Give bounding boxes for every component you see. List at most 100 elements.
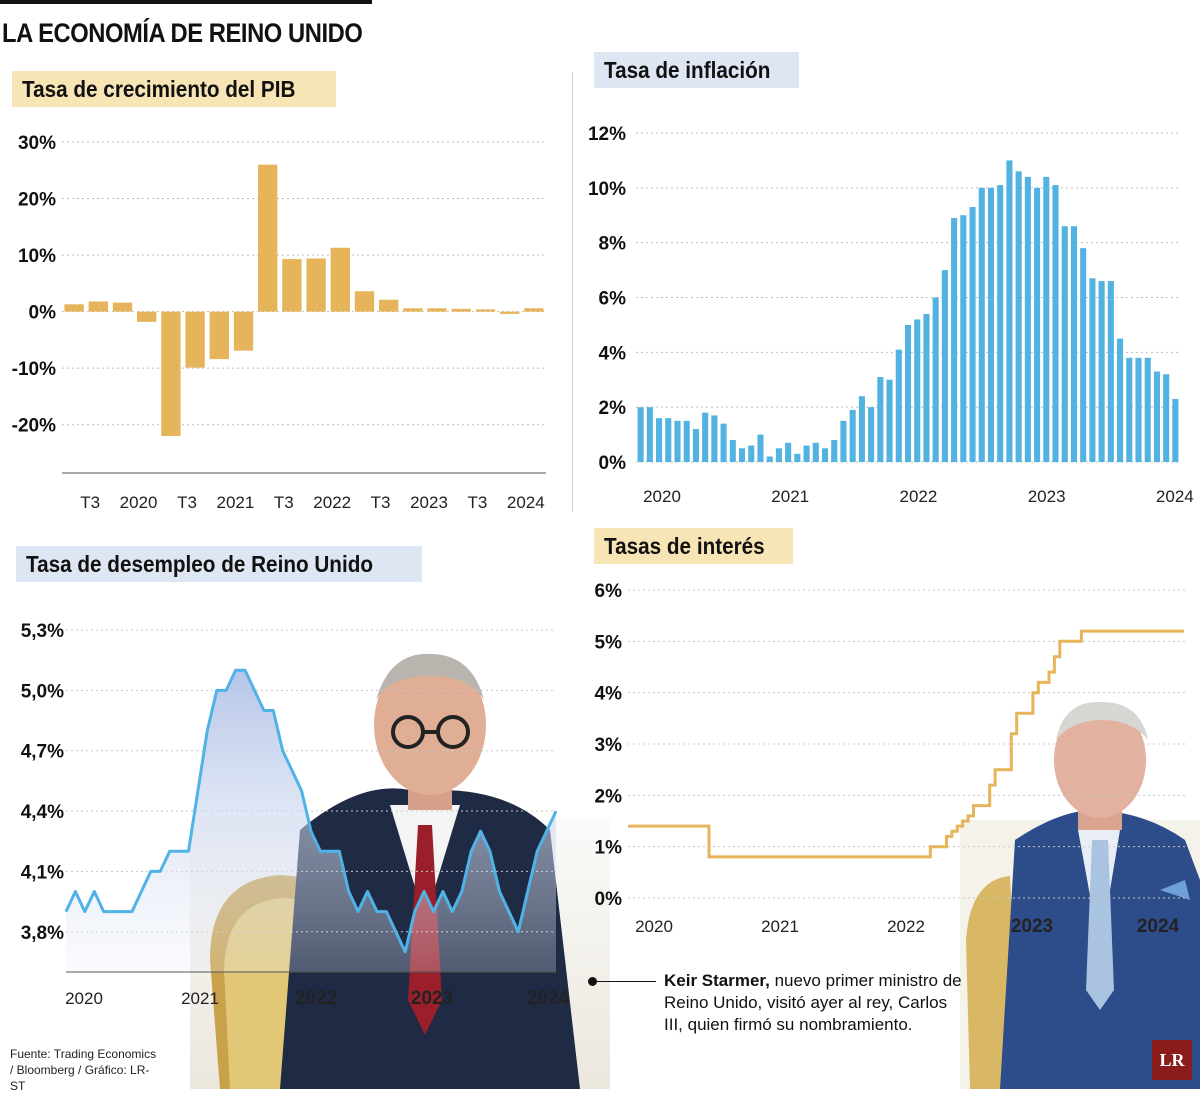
- inflacion-bar: [720, 423, 727, 462]
- desempleo-xtick: 2020: [65, 989, 103, 1008]
- pib-bar: [88, 301, 108, 312]
- inflacion-bar: [812, 442, 819, 462]
- inflacion-bar: [1052, 185, 1059, 462]
- inflacion-bar: [656, 418, 663, 462]
- desempleo-xtick: 2021: [181, 989, 219, 1008]
- pib-bar: [451, 308, 471, 312]
- inflacion-bar: [775, 448, 782, 462]
- desempleo-ytick: 4,7%: [21, 742, 64, 763]
- desempleo-chart: 5,3% 5,0% 4,7% 4,4% 4,1% 3,8% 2020 2021 2022 2023…: [21, 621, 570, 1009]
- inflacion-bar: [794, 453, 801, 462]
- pib-bar: [233, 311, 254, 351]
- inflacion-bar: [895, 349, 902, 462]
- pib-ytick: -20%: [12, 416, 56, 437]
- pib-bar: [379, 299, 399, 312]
- pib-bar: [500, 311, 520, 314]
- desempleo-title: Tasa de desempleo de Reino Unido: [26, 551, 373, 577]
- inflacion-bar: [803, 445, 810, 462]
- pib-xtick: T3: [467, 493, 487, 512]
- inflacion-bar: [1135, 357, 1142, 462]
- interes-line: [628, 629, 1184, 859]
- interes-xtick: 2023: [1011, 916, 1053, 937]
- chip-interes: Tasas de interés: [594, 528, 793, 564]
- pib-bar: [185, 311, 205, 368]
- column-divider: [572, 72, 573, 512]
- pib-xtick: 2021: [216, 493, 254, 512]
- inflacion-bar: [785, 442, 792, 462]
- pib-bar: [524, 308, 544, 312]
- inflacion-bar: [923, 313, 930, 462]
- pib-bar: [161, 311, 181, 437]
- inflacion-title: Tasa de inflación: [604, 57, 771, 83]
- interes-xtick: 2022: [887, 917, 925, 936]
- inflacion-bar: [683, 420, 690, 462]
- interes-xtick: 2021: [761, 917, 799, 936]
- desempleo-xtick: 2023: [411, 988, 453, 1009]
- inflacion-ytick: 12%: [588, 124, 626, 145]
- inflacion-bar: [1061, 226, 1068, 462]
- inflacion-bar: [858, 396, 865, 462]
- inflacion-bar: [960, 215, 967, 462]
- inflacion-bar: [997, 185, 1004, 462]
- inflacion-bar: [1172, 398, 1179, 462]
- callout-dot: [588, 977, 597, 986]
- source-note: Fuente: Trading Economics / Bloomberg / …: [10, 1047, 157, 1093]
- inflacion-bar: [821, 448, 829, 462]
- inflacion-bar: [738, 448, 746, 462]
- callout-line: [596, 981, 656, 982]
- pib-xtick: 2020: [120, 493, 158, 512]
- inflacion-bar: [868, 407, 875, 462]
- inflacion-ytick: 0%: [599, 453, 627, 474]
- desempleo-ytick: 4,4%: [21, 802, 64, 823]
- inflacion-bar: [757, 434, 764, 462]
- inflacion-bar: [987, 187, 995, 462]
- pib-title: Tasa de crecimiento del PIB: [22, 76, 296, 102]
- pib-bar: [403, 308, 423, 312]
- inflacion-ytick: 2%: [599, 398, 627, 419]
- caption-name: Keir Starmer,: [664, 971, 770, 990]
- pib-xtick: 2023: [410, 493, 448, 512]
- inflacion-bar: [1015, 171, 1022, 462]
- caption-text: nuevo primer ministro de Reino Unido, vi…: [664, 971, 962, 1034]
- pib-ytick: 10%: [18, 246, 56, 267]
- pib-xtick: T3: [274, 493, 294, 512]
- pib-bar: [112, 302, 133, 312]
- inflacion-xtick: 2020: [643, 487, 681, 506]
- pib-bar: [475, 309, 496, 312]
- inflacion-bar: [674, 420, 681, 462]
- pib-xtick: 2022: [313, 493, 351, 512]
- inflacion-bar: [1144, 357, 1151, 462]
- inflacion-bar: [711, 415, 718, 462]
- inflacion-bar: [637, 407, 644, 462]
- pib-bar: [306, 258, 326, 312]
- inflacion-ytick: 6%: [599, 289, 627, 310]
- desempleo-ytick: 5,0%: [21, 681, 64, 702]
- pib-bar: [354, 291, 375, 312]
- interes-ytick: 4%: [595, 684, 623, 705]
- inflacion-bar: [831, 440, 838, 462]
- inflacion-bar: [1006, 160, 1013, 462]
- inflacion-xtick: 2023: [1028, 487, 1066, 506]
- inflacion-bar: [904, 324, 912, 462]
- interes-xtick: 2024: [1137, 916, 1180, 937]
- inflacion-bar: [1024, 176, 1031, 462]
- interes-ytick: 5%: [595, 632, 623, 653]
- pib-bar: [282, 259, 302, 312]
- desempleo-ytick: 4,1%: [21, 862, 64, 883]
- inflacion-ytick: 10%: [588, 179, 626, 200]
- interes-title: Tasas de interés: [604, 533, 765, 559]
- inflacion-bar: [840, 420, 847, 462]
- interes-ytick: 0%: [595, 889, 623, 910]
- pib-ytick: 20%: [18, 190, 56, 211]
- inflacion-bar: [886, 379, 893, 462]
- inflacion-bar: [748, 445, 755, 462]
- interes-ytick: 1%: [595, 838, 623, 859]
- interes-xtick: 2020: [635, 917, 673, 936]
- inflacion-bar: [766, 456, 773, 462]
- inflacion-chart: 12% 10% 8% 6% 4% 2% 0% 2020 2021 2022 2023 2024: [588, 124, 1194, 506]
- inflacion-bar: [914, 319, 921, 462]
- inflacion-bar: [1107, 281, 1114, 462]
- photo-caption: Keir Starmer, nuevo primer ministro de R…: [664, 970, 964, 1036]
- inflacion-bar: [1098, 281, 1105, 462]
- inflacion-bar: [849, 409, 856, 462]
